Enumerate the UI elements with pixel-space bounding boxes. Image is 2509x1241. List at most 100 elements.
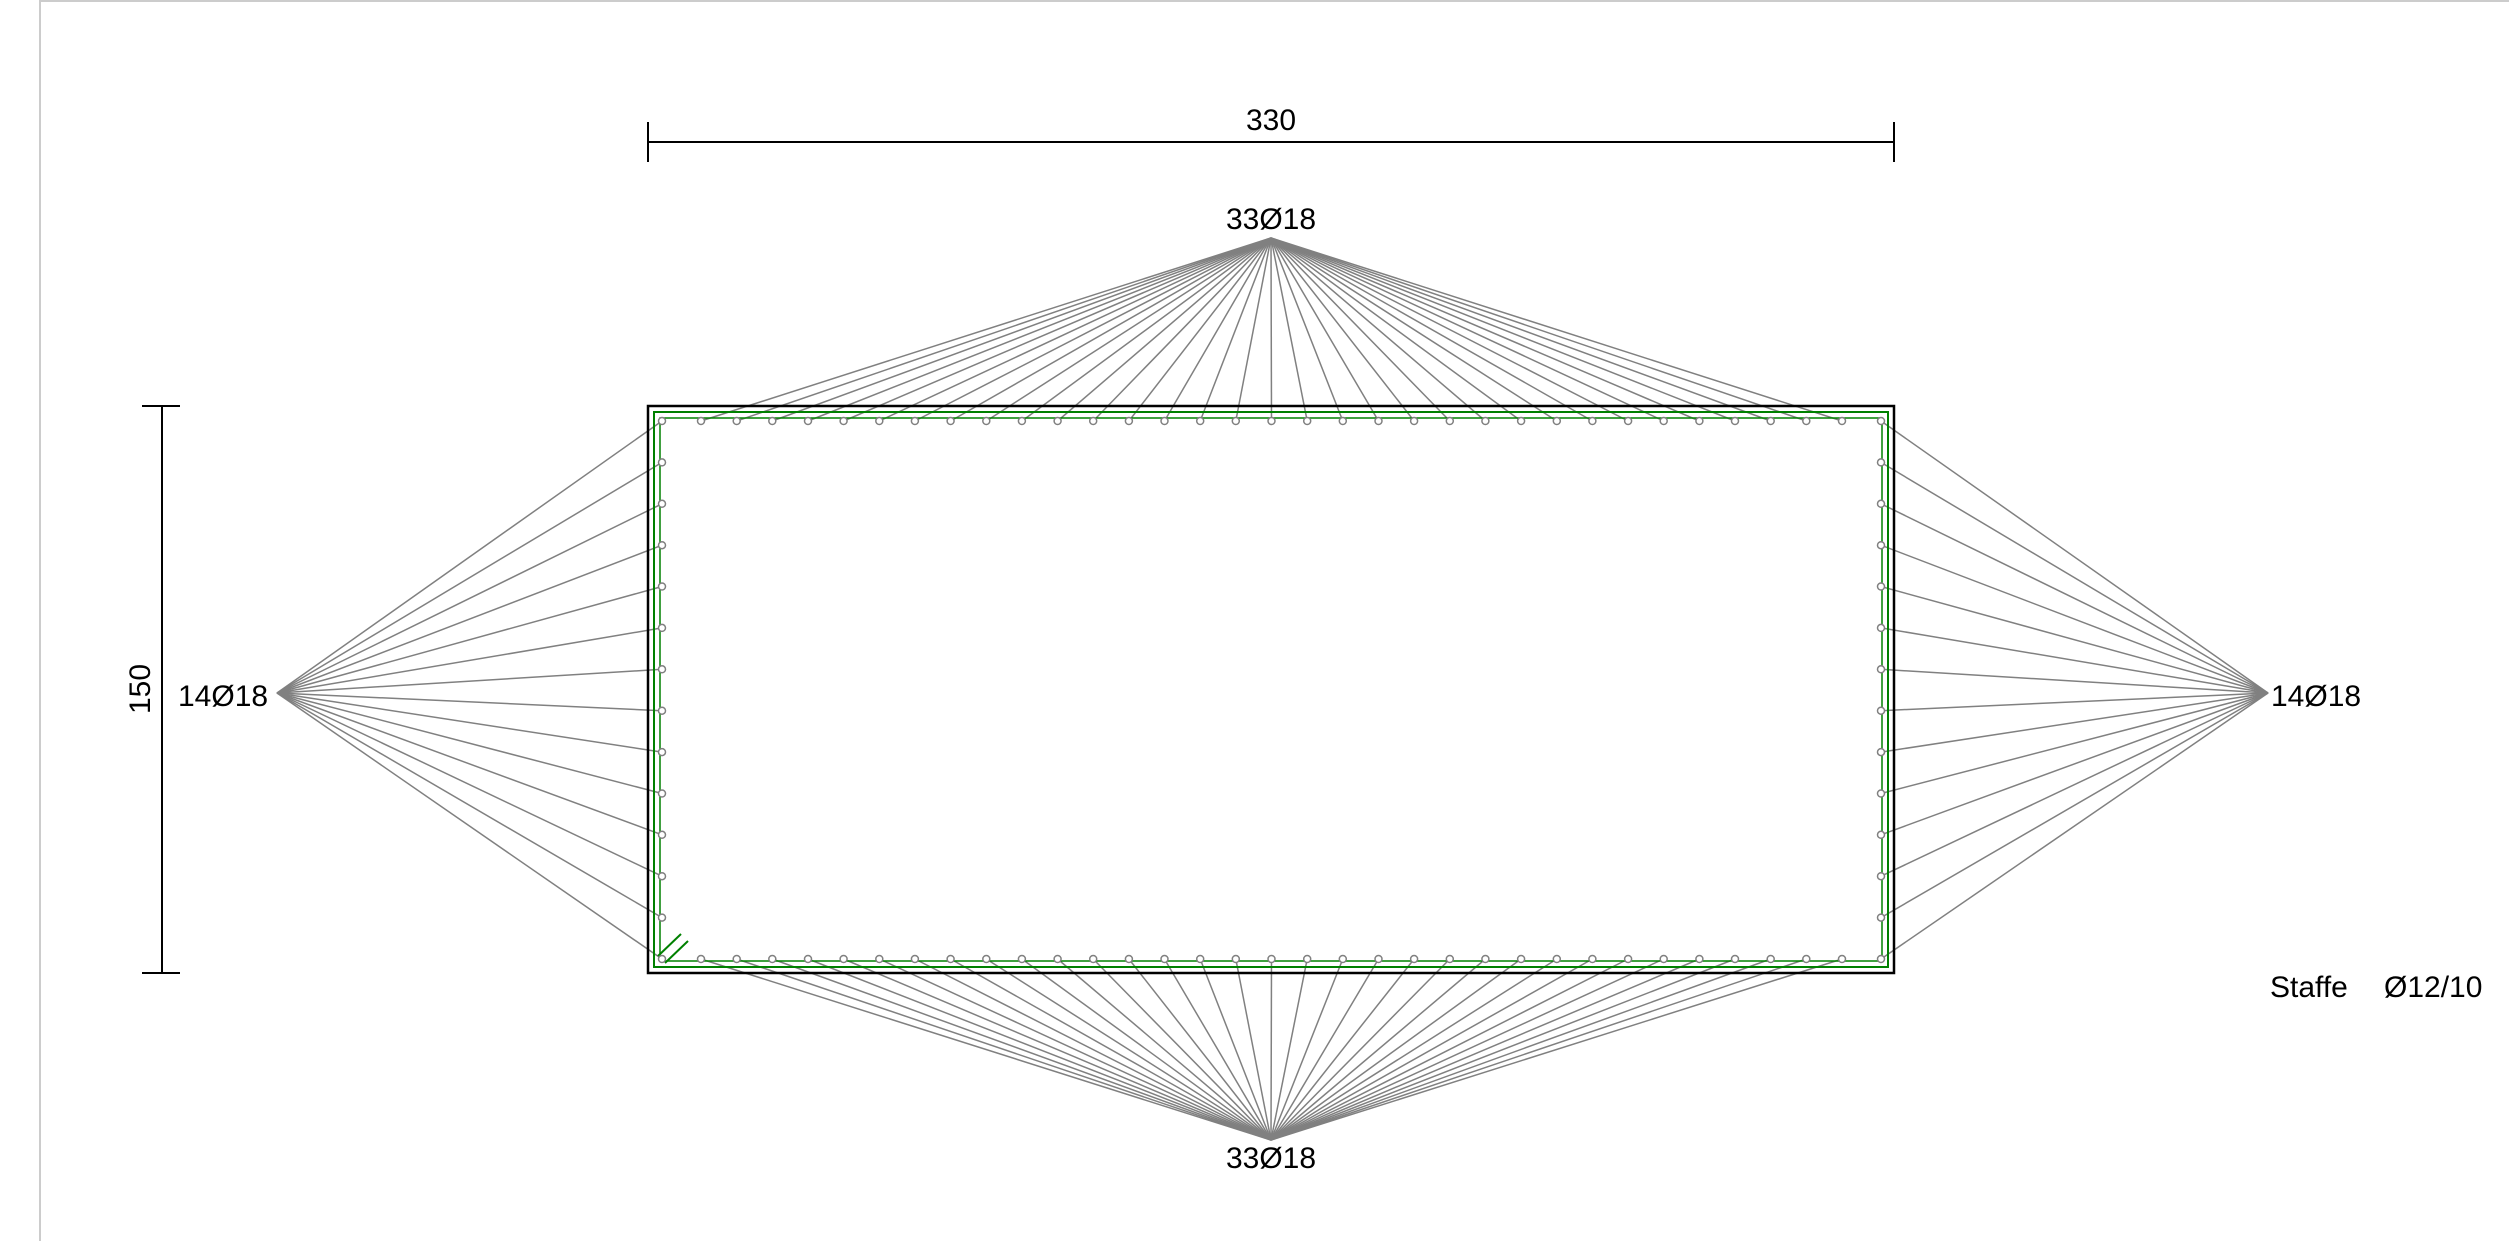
top-bar (1338, 416, 1348, 426)
top-bar (1053, 416, 1062, 426)
bottom-bar-leader (1270, 958, 1522, 1141)
right-bar (1876, 871, 1886, 881)
top-bar-leader (950, 237, 1272, 422)
left-bar-leader (276, 420, 663, 694)
top-bar (1374, 416, 1383, 426)
bottom-bar (768, 954, 777, 964)
right-bar-leader (1880, 692, 2269, 919)
bottom-bar (1160, 954, 1169, 964)
bottom-bar-leader (985, 958, 1272, 1141)
top-bar-leader (1163, 237, 1272, 422)
top-bar-leader (1270, 237, 1486, 422)
left-bar (657, 789, 667, 798)
bottom-bar-leader (1270, 958, 1771, 1141)
top-bar (1267, 416, 1276, 426)
left-bar-leader (276, 461, 663, 694)
right-bar (1876, 416, 1886, 426)
bottom-bar-leader (950, 958, 1272, 1141)
top-bar (1766, 416, 1775, 426)
bottom-bar-leader (1163, 958, 1272, 1141)
bottom-bar (1231, 954, 1241, 964)
bottom-bar-leader (878, 958, 1272, 1141)
top-bar-leader (1270, 237, 1380, 422)
top-bar-leader (1092, 237, 1272, 422)
top-bar-leader (1128, 237, 1272, 422)
left-bar-leader (276, 692, 663, 919)
top-bar (1302, 416, 1312, 426)
right-bar (1876, 913, 1886, 922)
bottom-bar (982, 954, 991, 964)
top-bars-label: 33Ø18 (1226, 203, 1316, 236)
right-bar-leader (1880, 692, 2269, 960)
stirrup-spec: Ø12/10 (2384, 971, 2482, 1004)
stirrup (653, 411, 1889, 968)
top-bar (1481, 416, 1490, 426)
bottom-bar (1623, 954, 1633, 964)
bottom-bar (1338, 954, 1348, 964)
height-dimension-label: 150 (124, 664, 157, 714)
top-bar-leader (700, 237, 1272, 422)
top-bar (1088, 416, 1098, 426)
top-bar (1837, 416, 1847, 426)
bottom-bar (946, 954, 955, 964)
top-bar (839, 416, 848, 426)
top-bar-leader (1270, 237, 1522, 422)
bottom-bar (1802, 954, 1811, 964)
top-bar-leader (1270, 237, 1771, 422)
top-bar (1160, 416, 1169, 426)
bottom-bar-leader (1270, 958, 1807, 1141)
right-bar-leader (1880, 692, 2269, 712)
bottom-bar-leader (1270, 958, 1380, 1141)
top-bar-leader (1270, 237, 1593, 422)
top-bar-leader (1270, 237, 1665, 422)
top-bar-leader (843, 237, 1272, 422)
bottom-bar-leader (1270, 958, 1700, 1141)
top-bar (982, 416, 991, 426)
bottom-bar (1195, 954, 1205, 964)
right-bar-leader (1880, 692, 2269, 877)
right-bar (1876, 540, 1886, 550)
left-bar (657, 623, 667, 633)
bottom-bar (1017, 954, 1027, 964)
top-bar (1552, 416, 1562, 426)
top-bar (1445, 416, 1455, 426)
bottom-bar (1837, 954, 1847, 964)
left-bar-leader (276, 692, 663, 836)
bottom-bar (1695, 954, 1704, 964)
left-bar-leader (276, 692, 663, 960)
bottom-bar (1766, 954, 1775, 964)
top-bar-leader (1270, 237, 1273, 422)
top-bar-leader (1270, 237, 1843, 422)
bottom-bar (1409, 954, 1419, 964)
right-bar (1876, 954, 1886, 964)
top-bar-leader (736, 237, 1272, 422)
top-bar-leader (1021, 237, 1272, 422)
left-bar (657, 830, 667, 840)
bottom-bar (696, 954, 706, 964)
right-bar (1876, 665, 1886, 674)
left-bar-leader (276, 585, 663, 694)
top-bar-leader (1270, 237, 1308, 422)
bottom-bar-leader (1270, 958, 1593, 1141)
top-bar (910, 416, 920, 426)
bottom-bar (1481, 954, 1490, 964)
right-bar (1876, 623, 1886, 633)
bottom-bar-leader (736, 958, 1272, 1141)
bottom-bar (1659, 954, 1668, 964)
left-bar-leader (276, 692, 663, 877)
right-bar-leader (1880, 503, 2269, 694)
bottom-bar (875, 954, 884, 964)
right-bar-leader (1880, 692, 2269, 836)
bar-leader-lines (276, 237, 2269, 1141)
top-bar (1695, 416, 1704, 426)
bottom-bar-leader (1270, 958, 1843, 1141)
left-bar-leader (276, 692, 663, 795)
top-bar (1730, 416, 1740, 426)
bottom-bar (839, 954, 848, 964)
right-bar-leader (1880, 585, 2269, 694)
right-bar (1876, 830, 1886, 840)
concrete-section-outline (646, 404, 1896, 975)
top-bar-leader (1270, 237, 1700, 422)
left-bars-label: 14Ø18 (178, 680, 268, 713)
